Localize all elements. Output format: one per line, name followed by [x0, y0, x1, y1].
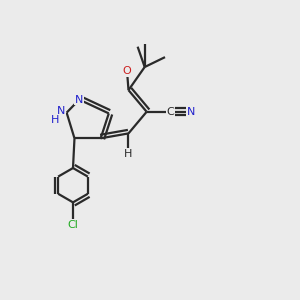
Text: O: O [123, 66, 131, 76]
Text: H: H [51, 115, 59, 125]
Text: N: N [57, 106, 65, 116]
Text: H: H [124, 149, 133, 159]
Text: Cl: Cl [68, 220, 78, 230]
Text: N: N [187, 107, 195, 117]
Text: C: C [167, 107, 175, 117]
Text: N: N [75, 94, 83, 105]
